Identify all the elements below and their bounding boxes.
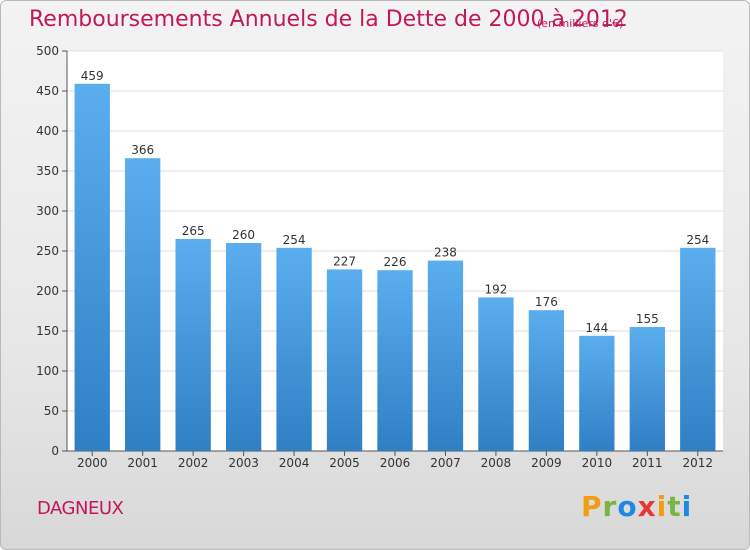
logo-letter: i: [656, 490, 668, 523]
logo-letter: x: [637, 490, 657, 523]
y-tick-label: 350: [36, 164, 59, 178]
bar-2003: [225, 243, 262, 451]
y-tick-label: 0: [51, 444, 59, 458]
x-tick-label-2010: 2010: [582, 456, 613, 470]
x-tick-label-2008: 2008: [481, 456, 512, 470]
data-label-2009: 176: [535, 295, 558, 309]
y-tick-label: 250: [36, 244, 59, 258]
logo-letter: r: [602, 490, 618, 523]
data-label-2011: 155: [636, 312, 659, 326]
bar-2008: [478, 297, 514, 451]
x-tick-label-2000: 2000: [77, 456, 108, 470]
x-tick-label-2001: 2001: [127, 456, 158, 470]
proxiti-logo: Proxiti: [581, 490, 692, 523]
bar-2005: [326, 269, 363, 451]
commune-name: DAGNEUX: [37, 498, 124, 519]
y-tick-label: 450: [36, 84, 59, 98]
y-tick-label: 100: [36, 364, 59, 378]
y-tick-label: 400: [36, 124, 59, 138]
bar-2001: [125, 158, 161, 451]
y-tick-label: 150: [36, 324, 59, 338]
bar-2004: [276, 247, 312, 451]
data-label-2008: 192: [484, 282, 507, 296]
bar-2011: [629, 327, 665, 451]
data-label-2003: 260: [232, 228, 255, 242]
x-tick-label-2011: 2011: [632, 456, 663, 470]
logo-letter: P: [581, 490, 603, 523]
bar-2002: [175, 239, 211, 451]
y-tick-label: 200: [36, 284, 59, 298]
bar-2009: [528, 310, 565, 451]
bar-2010: [579, 335, 615, 451]
bar-2006: [377, 270, 413, 451]
x-tick-label-2012: 2012: [682, 456, 713, 470]
data-label-2007: 238: [434, 246, 457, 260]
x-tick-label-2005: 2005: [329, 456, 360, 470]
x-tick-label-2004: 2004: [279, 456, 310, 470]
bar-2000: [74, 83, 110, 452]
x-tick-label-2002: 2002: [178, 456, 209, 470]
bar-2012: [680, 247, 716, 451]
y-tick-label: 50: [44, 404, 59, 418]
data-label-2002: 265: [182, 224, 205, 238]
data-label-2004: 254: [283, 233, 306, 247]
data-label-2001: 366: [131, 143, 154, 157]
data-label-2012: 254: [686, 233, 709, 247]
data-label-2010: 144: [585, 321, 608, 335]
bar-2007: [427, 260, 464, 451]
logo-letter: t: [667, 490, 682, 523]
y-tick-label: 300: [36, 204, 59, 218]
chart-title: Remboursements Annuels de la Dette de 20…: [29, 7, 628, 32]
x-tick-label-2006: 2006: [380, 456, 411, 470]
data-label-2005: 227: [333, 254, 356, 268]
logo-letter: o: [617, 490, 638, 523]
data-label-2000: 459: [81, 69, 104, 83]
x-tick-label-2003: 2003: [228, 456, 259, 470]
y-tick-label: 500: [36, 44, 59, 58]
x-tick-label-2007: 2007: [430, 456, 461, 470]
logo-letter: i: [681, 490, 693, 523]
x-tick-label-2009: 2009: [531, 456, 562, 470]
chart-unit: (en milliers d'€): [537, 17, 624, 30]
data-label-2006: 226: [384, 255, 407, 269]
